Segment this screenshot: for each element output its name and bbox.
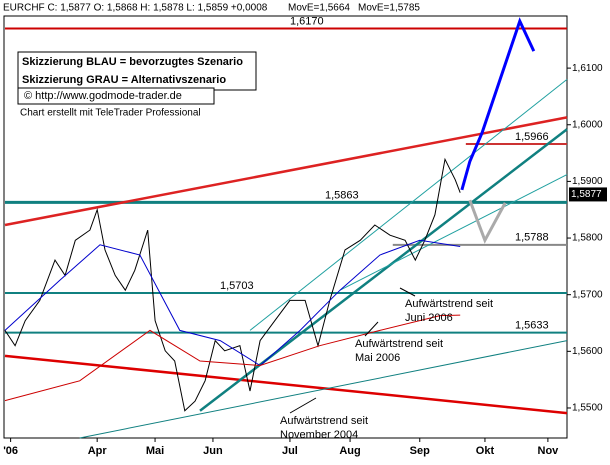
series-line [4,314,461,402]
legend-line: Skizzierung GRAU = Alternativszenario [22,74,226,86]
trendline [4,116,568,227]
legend-line: Skizzierung BLAU = bevorzugtes Szenario [22,56,243,68]
header-ma1: MovE=1,5664 [288,3,350,14]
annotation-arrow [399,287,416,297]
x-tick-label: Apr [88,445,108,457]
y-tick-label: 1,5500 [572,403,603,414]
x-tick-label: '06 [3,445,18,457]
series-line [4,157,461,412]
trendline [199,128,568,412]
y-tick-label: 1,5700 [572,289,603,300]
x-tick-label: Nov [538,445,560,457]
annotation-arrow [364,321,379,337]
level-label: 1,5788 [515,232,549,244]
annotation: Aufwärtstrend seit November 2004 [280,415,368,441]
annotation: Aufwärtstrend seit Mai 2006 [355,338,443,364]
y-tick-label: 1,6000 [572,119,603,130]
url: © http://www.godmode-trader.de [24,90,182,102]
annotation: Aufwärtstrend seit Juni 2006 [405,298,493,324]
level-label: 1,5703 [220,280,254,292]
x-tick-label: Jul [282,445,298,457]
url-box [17,87,215,105]
level-label: 1,5966 [515,131,549,143]
y-tick-label: 1,5900 [572,176,603,187]
current-price-box [569,187,607,202]
y-tick-label: 1,6100 [572,63,603,74]
y-tick-label: 1,5600 [572,346,603,357]
plot-frame [3,15,568,439]
header-symbol: EURCHF C: 1,5877 O: 1,5868 H: 1,5878 L: … [3,3,268,14]
x-tick-label: Aug [339,445,360,457]
level-label: 1,5633 [515,320,549,332]
series-line [4,239,461,367]
x-tick-label: Sep [410,445,430,457]
trendline [339,174,568,291]
scenario-path [460,17,536,191]
trendline [4,354,568,415]
credit: Chart erstellt mit TeleTrader Profession… [20,108,201,119]
current-price-label: 1,5877 [571,189,602,200]
trendline [79,340,568,439]
x-tick-label: Jun [203,445,223,457]
level-label: 1,5863 [325,189,359,201]
header-ma2: MovE=1,5785 [358,3,420,14]
x-tick-label: Mai [146,445,164,457]
y-tick-label: 1,5800 [572,233,603,244]
trendline [249,79,568,331]
legend-box [17,51,257,91]
x-tick-label: Okt [476,445,495,457]
annotation-arrow [289,397,317,414]
level-label: 1,6170 [290,15,324,27]
scenario-path [468,199,507,244]
